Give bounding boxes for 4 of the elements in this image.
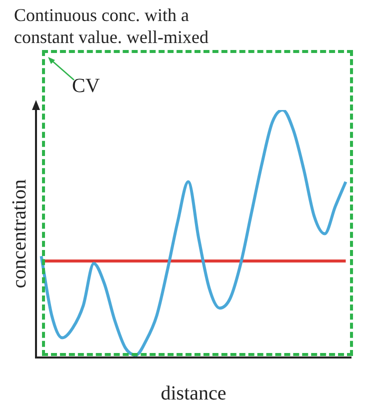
chart-title: Continuous conc. with a constant value. well-mixed [14,4,210,48]
text: CV [72,75,100,98]
y-axis-title: concentration [8,179,30,288]
x-axis-title: distance [160,382,226,404]
